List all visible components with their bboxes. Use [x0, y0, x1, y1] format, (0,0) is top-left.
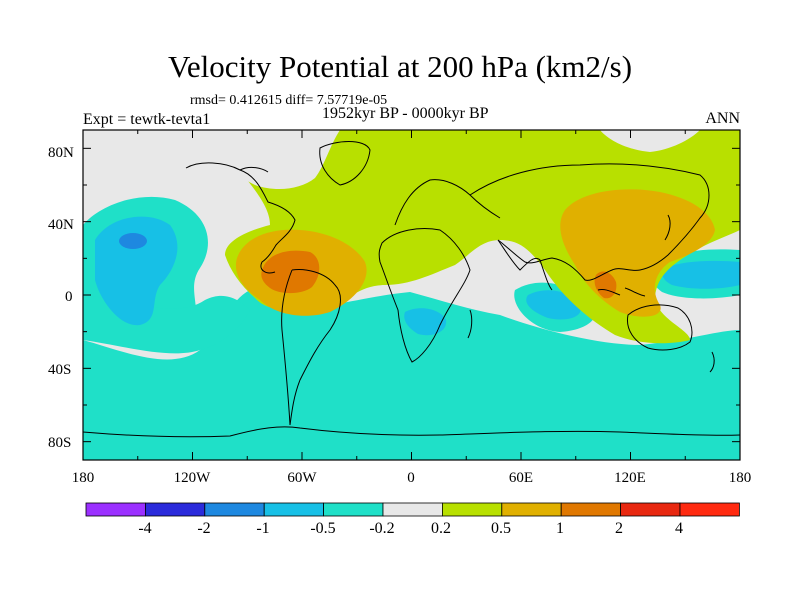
- longitude-labels: 180 120W 60W 0 60E 120E 180: [72, 470, 752, 486]
- lon-tick-60e: 60E: [509, 470, 533, 486]
- colorbar-label: -4: [138, 520, 151, 537]
- colorbar-swatch: [620, 502, 681, 517]
- velocity-potential-field: [83, 130, 740, 460]
- lon-tick-0: 0: [407, 470, 415, 486]
- colorbar-swatch: [501, 502, 562, 517]
- caribbean-strong-positive: [261, 250, 320, 294]
- colorbar-swatch: [679, 502, 740, 517]
- pacific-strong-negative: [119, 233, 147, 249]
- lat-tick-80n: 80N: [48, 145, 74, 161]
- colorbar-swatch: [323, 502, 384, 517]
- stats-line: rmsd= 0.412615 diff= 7.57719e-05: [190, 93, 388, 108]
- coastlines: [83, 141, 740, 438]
- lon-tick-180w: 180: [72, 470, 95, 486]
- pacific-moderate-negative: [95, 216, 178, 326]
- colorbar-label: -0.5: [310, 520, 335, 537]
- colorbar: [85, 502, 740, 517]
- indian-moderate-negative: [526, 290, 581, 320]
- nw-pacific-moderate-negative: [662, 260, 740, 289]
- experiment-label: Expt = tewtk-tevta1: [83, 111, 211, 128]
- lat-tick-40n: 40N: [48, 217, 74, 233]
- colorbar-label: 4: [675, 520, 683, 537]
- colorbar-swatch: [560, 502, 622, 517]
- lon-tick-60w: 60W: [287, 470, 317, 486]
- colorbar-label: -0.2: [369, 520, 394, 537]
- tick-marks: [82, 130, 741, 460]
- atlantic-moderate-negative: [404, 308, 447, 336]
- colorbar-swatch: [441, 502, 503, 517]
- season-label: ANN: [705, 110, 740, 127]
- period-label: 1952kyr BP - 0000kyr BP: [322, 105, 489, 122]
- lon-tick-180e: 180: [729, 470, 752, 486]
- lon-tick-120e: 120E: [614, 470, 646, 486]
- europe-neutral-region: [600, 130, 700, 152]
- figure-title: Velocity Potential at 200 hPa (km2/s): [167, 49, 633, 84]
- colorbar-label: 0.2: [431, 520, 451, 537]
- lon-tick-120w: 120W: [174, 470, 212, 486]
- colorbar-label: -2: [197, 520, 210, 537]
- colorbar-label: 2: [615, 520, 623, 537]
- colorbar-swatch: [382, 502, 443, 517]
- lat-tick-80s: 80S: [48, 435, 71, 451]
- colorbar-swatch: [263, 502, 325, 517]
- colorbar-swatch: [144, 502, 206, 517]
- colorbar-swatch: [204, 502, 265, 517]
- southern-negative-region: [83, 288, 740, 460]
- colorbar-label: -1: [256, 520, 269, 537]
- arctic-neutral-region: [183, 130, 340, 190]
- colorbar-label: 0.5: [491, 520, 511, 537]
- colorbar-label: 1: [556, 520, 564, 537]
- latitude-labels: 80N 40N 0 40S 80S: [48, 145, 74, 451]
- colorbar-labels: -4 -2 -1 -0.5 -0.2 0.2 0.5 1 2 4: [138, 520, 683, 537]
- lat-tick-0: 0: [65, 289, 73, 305]
- lat-tick-40s: 40S: [48, 362, 71, 378]
- colorbar-swatch: [85, 502, 146, 517]
